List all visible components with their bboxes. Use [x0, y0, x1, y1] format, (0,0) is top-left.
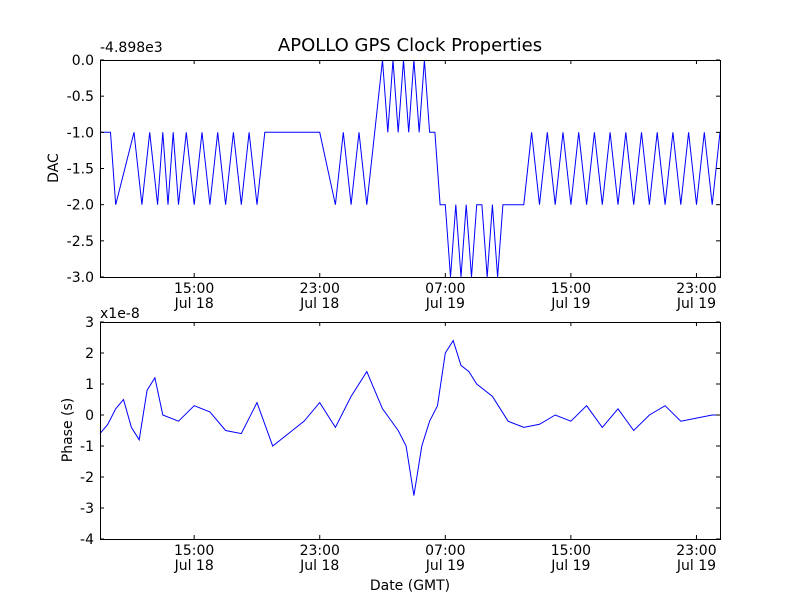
- dac-xtick-label-time: 23:00: [300, 281, 340, 297]
- phase-axes-frame: [100, 322, 721, 540]
- phase-ytick-label: -3: [80, 501, 94, 517]
- phase-xtick-label-date: Jul 19: [676, 558, 716, 574]
- dac-xtick-label-date: Jul 19: [676, 296, 716, 312]
- phase-xtick-label-date: Jul 19: [425, 558, 465, 574]
- phase-offset-text: x1e-8: [100, 306, 140, 322]
- phase-xtick-label-date: Jul 18: [299, 558, 339, 574]
- phase-ytick-label: 1: [85, 377, 94, 393]
- dac-xtick-label-date: Jul 18: [174, 296, 214, 312]
- phase-ytick-label: 0: [85, 408, 94, 424]
- phase-ytick-label: -4: [80, 532, 94, 548]
- phase-series-line: [99, 339, 720, 496]
- dac-offset-text: -4.898e3: [100, 40, 163, 56]
- dac-ytick-label: -0.5: [67, 89, 94, 105]
- phase-xtick-label-time: 07:00: [425, 543, 465, 559]
- dac-xtick-label-time: 07:00: [425, 281, 465, 297]
- phase-xtick-label-date: Jul 19: [550, 558, 590, 574]
- dac-panel: -4.898e3 DAC 0.0 -0.5 -1.0 -1.5 -2.0 -2.5 -3.0…: [46, 40, 721, 312]
- phase-ytick-label: -1: [80, 439, 94, 455]
- dac-ytick-label: 0.0: [72, 53, 94, 69]
- phase-xtick-label-time: 15:00: [174, 543, 214, 559]
- phase-ytick-label: -2: [80, 470, 94, 486]
- dac-xtick-label-date: Jul 18: [299, 296, 339, 312]
- dac-ylabel: DAC: [46, 153, 62, 183]
- phase-xtick-label-date: Jul 18: [174, 558, 214, 574]
- dac-xtick-label-time: 23:00: [676, 281, 716, 297]
- phase-ylabel: Phase (s): [60, 398, 76, 462]
- dac-xtick-label-date: Jul 19: [550, 296, 590, 312]
- dac-xtick-label-time: 15:00: [551, 281, 591, 297]
- dac-ytick-label: -3.0: [67, 270, 94, 286]
- dac-ytick-label: -2.5: [67, 234, 94, 250]
- phase-xtick-label-time: 23:00: [300, 543, 340, 559]
- dac-axes-frame: [100, 60, 721, 278]
- phase-xlabel: Date (GMT): [370, 578, 450, 594]
- dac-series-line: [100, 59, 721, 278]
- dac-ytick-label: -1.5: [67, 162, 94, 178]
- phase-ytick-label: 3: [85, 315, 94, 331]
- phase-ytick-label: 2: [85, 346, 94, 362]
- chart-title: APOLLO GPS Clock Properties: [278, 35, 542, 56]
- phase-xtick-label-time: 23:00: [676, 543, 716, 559]
- dac-xtick-label-date: Jul 19: [425, 296, 465, 312]
- phase-xtick-label-time: 15:00: [551, 543, 591, 559]
- phase-panel: x1e-8 Phase (s) Date (GMT) 3 2 1 0 -1 -2 -3 -4 1…: [60, 306, 721, 594]
- dac-xtick-label-time: 15:00: [174, 281, 214, 297]
- dac-ytick-label: -1.0: [67, 125, 94, 141]
- dac-ytick-label: -2.0: [67, 198, 94, 214]
